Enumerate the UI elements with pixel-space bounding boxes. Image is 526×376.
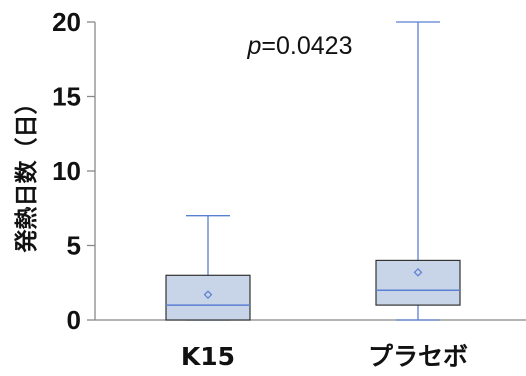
y-tick-label: 20 [52, 7, 81, 37]
p-value: =0.0423 [261, 32, 352, 60]
mean-marker [203, 290, 213, 300]
iqr-box [375, 259, 461, 306]
box-2 [375, 21, 461, 321]
mean-marker [413, 267, 423, 277]
p-letter: p [247, 32, 262, 60]
x-category-label: K15 [181, 342, 235, 371]
p-value-annotation: p=0.0423 [247, 32, 353, 60]
x-category-labels: K15 プラセボ [181, 342, 468, 371]
y-tick-label: 5 [67, 231, 81, 261]
box-1 [165, 215, 251, 321]
axes [94, 22, 526, 321]
y-tick-label: 10 [52, 156, 81, 186]
y-tick-label: 15 [52, 82, 81, 112]
x-category-label: プラセボ [368, 342, 468, 371]
y-axis-label: 発熱日数（日） [13, 92, 40, 254]
y-ticks: 0 5 10 15 20 [52, 7, 95, 335]
y-tick-label: 0 [67, 305, 81, 335]
boxes [165, 21, 461, 321]
